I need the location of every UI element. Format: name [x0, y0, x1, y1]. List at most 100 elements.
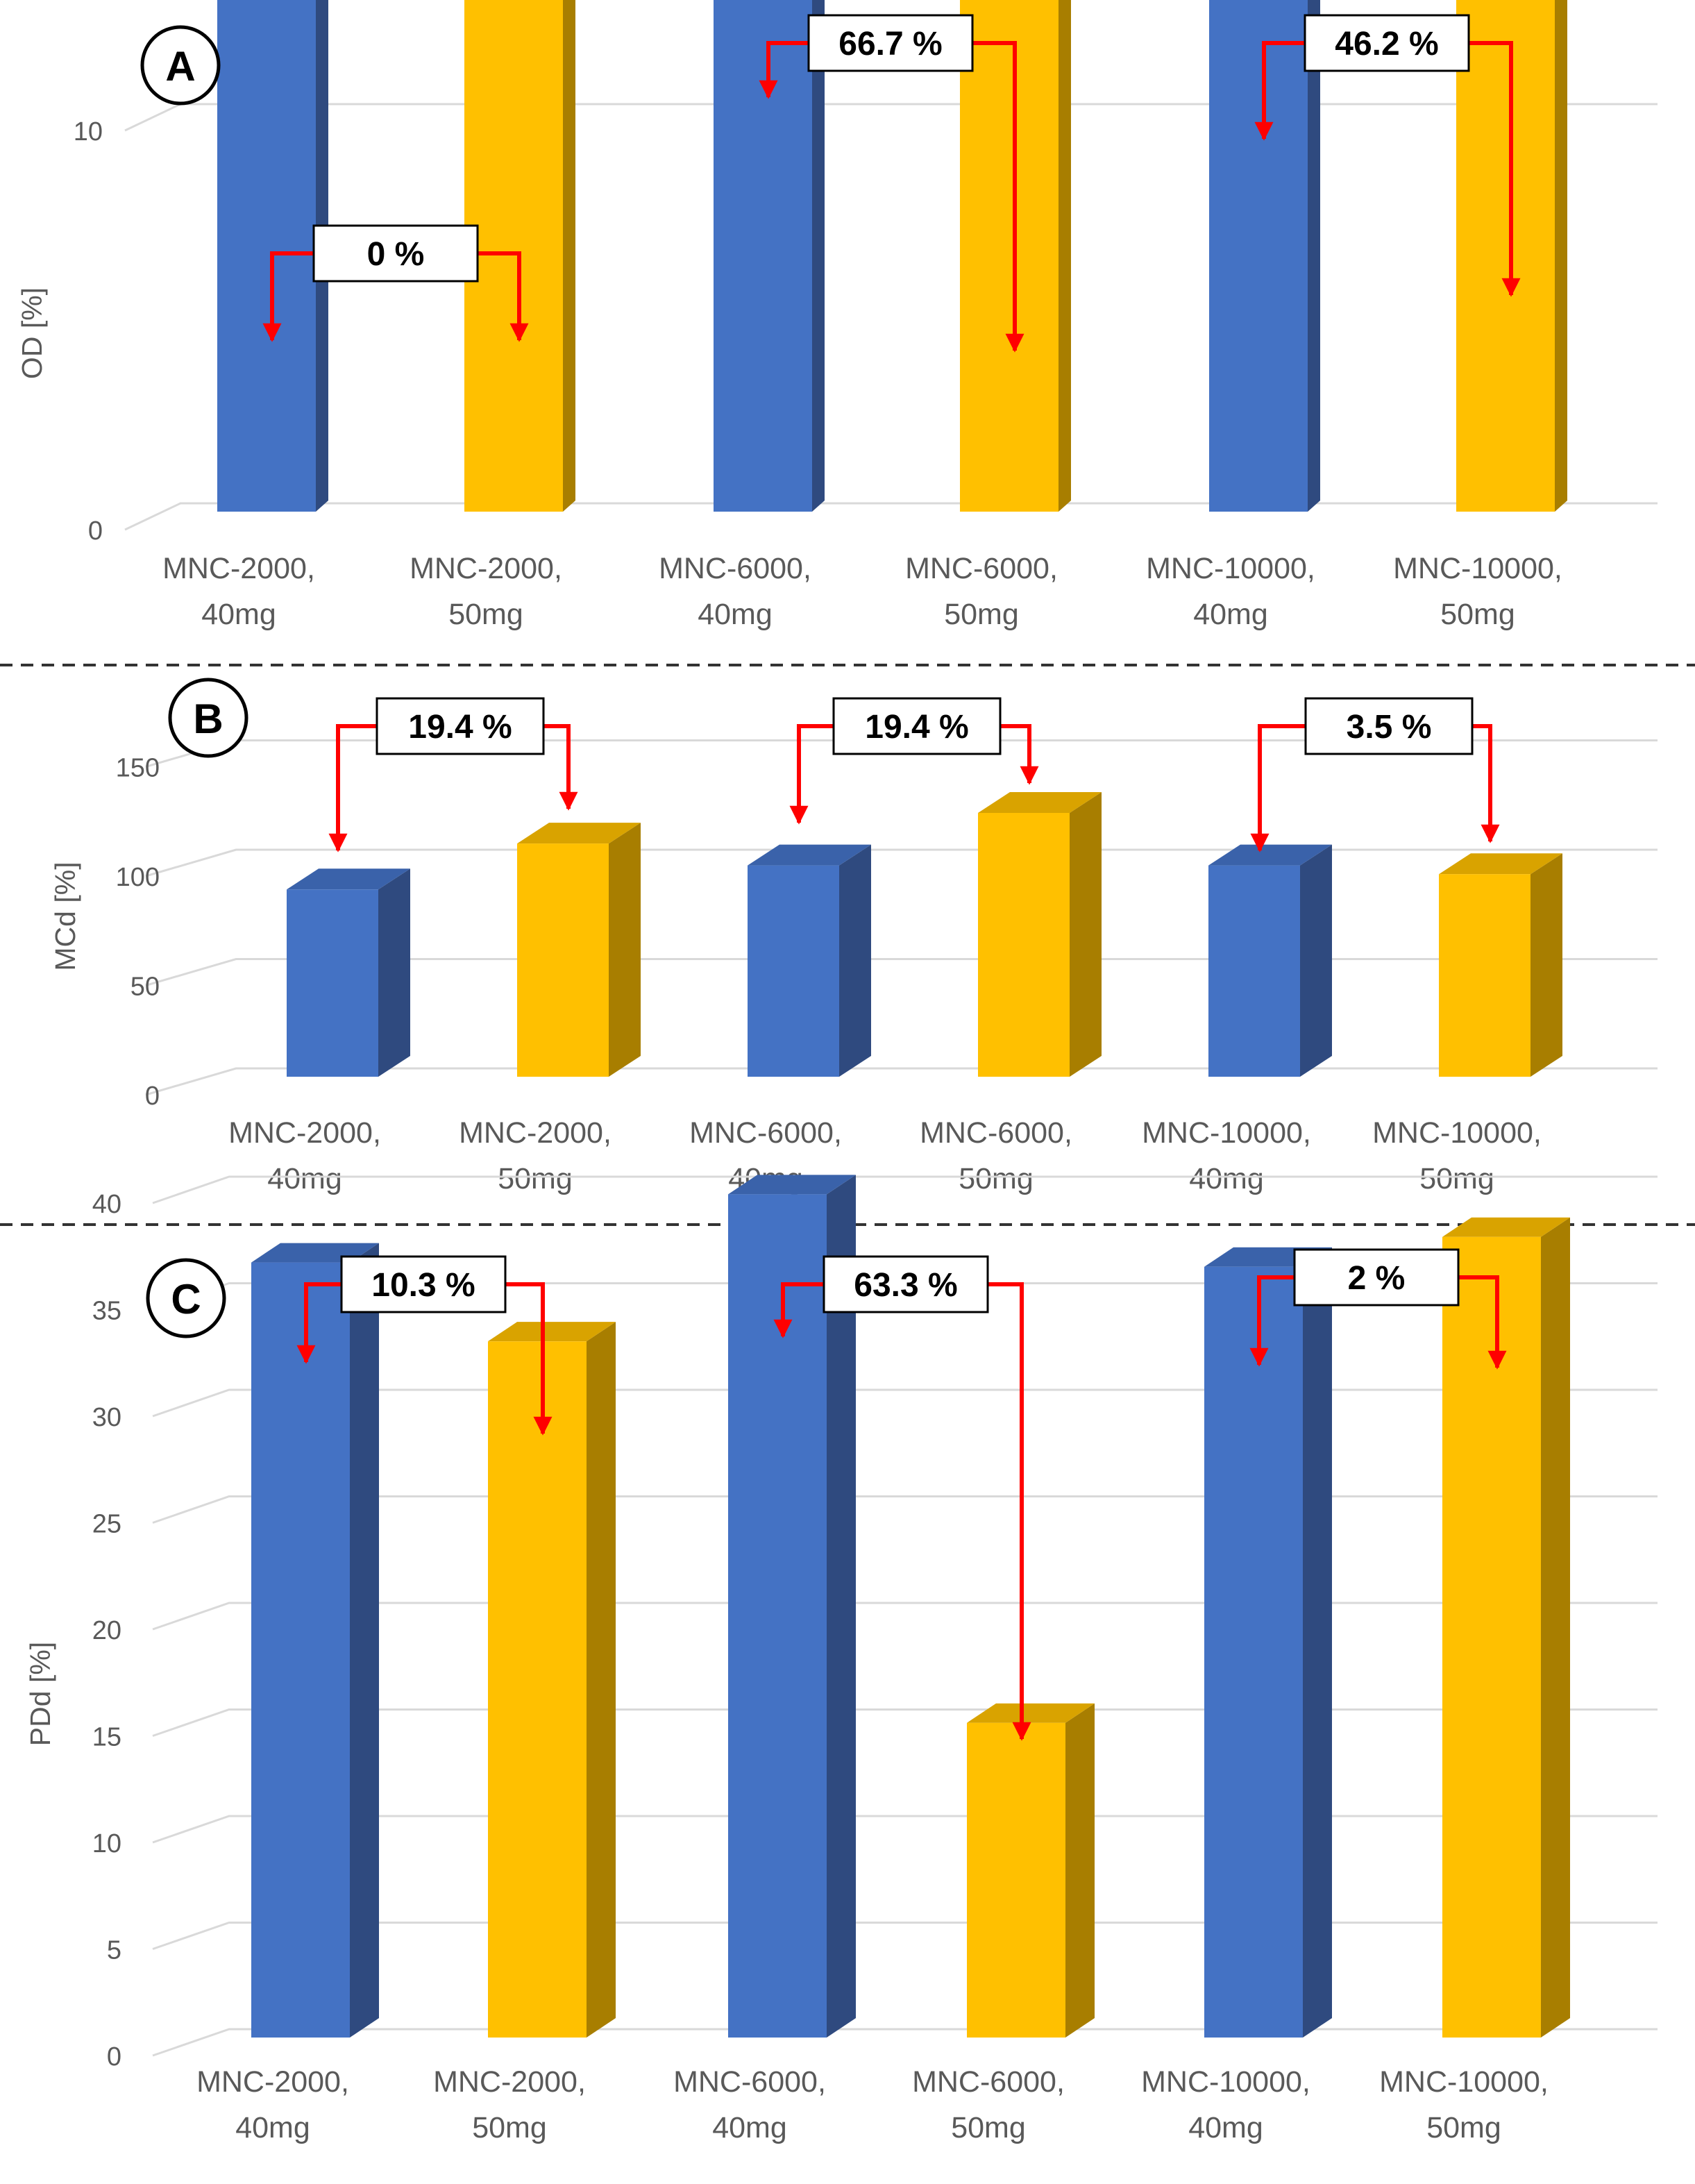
y-tick-label: 20 [92, 1616, 121, 1645]
y-tick-label: 25 [92, 1510, 121, 1539]
difference-label: 10.3 % [371, 1267, 475, 1304]
gridline [152, 1495, 1658, 1524]
annotation-box [1304, 697, 1474, 755]
difference-annotation: 66.7 % [759, 14, 1024, 353]
y-tick-label: 30 [92, 1403, 121, 1432]
difference-label: 19.4 % [408, 709, 512, 746]
difference-label: 2 % [1348, 1260, 1406, 1297]
arrow [773, 1282, 824, 1338]
x-tick-label: MNC-6000, 50mg [912, 2065, 1065, 2144]
arrow [789, 724, 834, 825]
x-tick-label: MNC-6000, 50mg [905, 552, 1058, 631]
y-axis-label: MCd [%] [49, 862, 81, 971]
difference-annotation: 19.4 % [328, 697, 578, 852]
annotation-box [807, 14, 974, 72]
x-tick-label: MNC-2000, 50mg [410, 552, 562, 631]
gridline [145, 958, 1658, 986]
y-tick-label: 150 [116, 754, 160, 783]
y-axis-label: OD [%] [16, 287, 48, 379]
annotation-box [823, 1255, 989, 1313]
arrow [1254, 41, 1305, 141]
annotation-box [1304, 14, 1470, 72]
panel-letter: B [193, 696, 223, 742]
x-tick-label: MNC-2000, 40mg [196, 2065, 349, 2144]
bar [1204, 1247, 1332, 2038]
arrow [1249, 1275, 1295, 1367]
annotation-box [376, 697, 545, 755]
arrow [759, 41, 809, 99]
arrow [988, 1282, 1031, 1741]
x-tick-label: MNC-2000, 40mg [228, 1116, 381, 1195]
difference-annotation: 3.5 % [1250, 697, 1500, 852]
y-tick-label: 50 [130, 973, 160, 1002]
bar [748, 844, 871, 1077]
arrow [478, 251, 529, 342]
bar [217, 0, 328, 512]
panel-b: 0 50 100 150 MNC-2000, 40mg MNC-2000, 50mg MNC-… [49, 678, 1658, 1195]
arrow [296, 1282, 341, 1364]
bar [488, 1322, 616, 2038]
arrow [543, 724, 578, 811]
x-tick-label: MNC-6000, 50mg [920, 1116, 1072, 1195]
gridline [152, 1175, 1658, 1204]
x-tick-label: MNC-10000, 50mg [1372, 1116, 1542, 1195]
y-tick-label: 5 [107, 1936, 121, 1965]
arrow [972, 41, 1024, 353]
arrow [328, 724, 377, 852]
difference-label: 66.7 % [838, 26, 942, 62]
panel-letter: A [165, 43, 195, 90]
bar [1439, 853, 1562, 1077]
x-tick-label: MNC-2000, 50mg [459, 1116, 612, 1195]
bar [251, 1243, 379, 2038]
panel-badge: A [140, 25, 221, 106]
y-tick-label: 10 [92, 1829, 121, 1858]
y-tick-label: 0 [145, 1082, 160, 1111]
gridline [152, 1815, 1658, 1844]
arrow [1250, 724, 1306, 852]
gridline [145, 848, 1658, 877]
bar [967, 1703, 1095, 2038]
arrow [505, 1282, 553, 1436]
y-tick-label: 0 [107, 2042, 121, 2072]
panel-c: 0 5 10 15 20 25 30 35 40 MNC-2000, 40mg MNC-2000, 5… [24, 1175, 1658, 2144]
arrow [262, 251, 314, 342]
difference-annotation: 2 % [1249, 1248, 1507, 1370]
x-tick-label: MNC-6000,40mg [659, 552, 811, 631]
annotation-box [832, 697, 1002, 755]
bar [1456, 0, 1567, 512]
bar [1209, 0, 1320, 512]
bar [1442, 1217, 1570, 2038]
arrow [1472, 724, 1500, 843]
difference-label: 3.5 % [1347, 709, 1432, 746]
bar [464, 0, 575, 512]
difference-label: 0 % [367, 236, 425, 273]
annotation-box [1293, 1248, 1460, 1307]
x-tick-label: MNC-2000, 50mg [433, 2065, 586, 2144]
gridline [124, 103, 1658, 132]
difference-annotation: 63.3 % [773, 1255, 1031, 1741]
panel-badge: C [146, 1258, 226, 1338]
gridline [124, 502, 1658, 531]
x-tick-label: MNC-6000,40mg [673, 2065, 826, 2144]
difference-annotation: 46.2 % [1254, 14, 1521, 297]
bar [1208, 844, 1332, 1077]
difference-annotation: 10.3 % [296, 1255, 553, 1436]
bar [287, 868, 410, 1077]
gridline [152, 1922, 1658, 1950]
panel-letter: C [171, 1276, 201, 1322]
y-tick-label: 40 [92, 1190, 121, 1219]
bar [517, 823, 641, 1077]
x-tick-label: MNC-10000, 50mg [1379, 2065, 1549, 2144]
gridline [152, 2028, 1658, 2057]
gridline [152, 1708, 1658, 1737]
y-tick-label: 100 [116, 863, 160, 892]
y-axis-label: PDd [%] [24, 1642, 56, 1746]
gridline [145, 1067, 1658, 1096]
arrow [1000, 724, 1039, 785]
y-tick-label: 10 [74, 117, 103, 146]
x-tick-label: MNC-10000, 40mg [1141, 2065, 1310, 2144]
x-tick-label: MNC-10000, 40mg [1146, 552, 1315, 631]
difference-label: 63.3 % [854, 1267, 957, 1304]
difference-label: 46.2 % [1335, 26, 1438, 62]
